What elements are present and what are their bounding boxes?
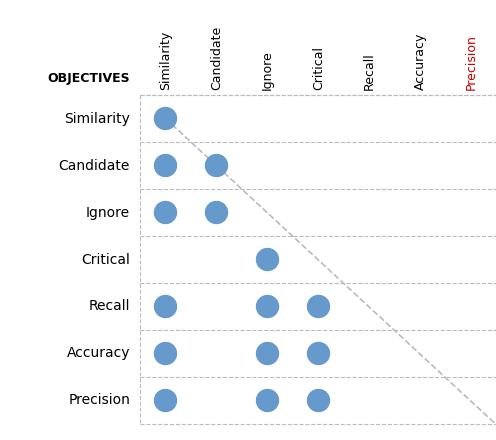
Circle shape [154, 296, 177, 318]
Text: Critical: Critical [312, 46, 325, 90]
Text: Recall: Recall [88, 300, 130, 313]
Text: Ignore: Ignore [261, 50, 274, 90]
Text: Candidate: Candidate [210, 26, 223, 90]
Circle shape [308, 389, 329, 411]
Circle shape [256, 342, 278, 364]
Text: Candidate: Candidate [59, 158, 130, 172]
Circle shape [154, 107, 177, 129]
Circle shape [308, 296, 329, 318]
Text: Recall: Recall [363, 52, 376, 90]
Text: Similarity: Similarity [159, 31, 172, 90]
Circle shape [256, 389, 278, 411]
Circle shape [256, 296, 278, 318]
Text: OBJECTIVES: OBJECTIVES [48, 72, 130, 85]
Circle shape [154, 202, 177, 224]
Circle shape [154, 154, 177, 176]
Text: Precision: Precision [68, 393, 130, 407]
Text: Accuracy: Accuracy [414, 33, 427, 90]
Text: Accuracy: Accuracy [66, 346, 130, 360]
Text: Precision: Precision [465, 34, 478, 90]
Circle shape [154, 342, 177, 364]
Text: Critical: Critical [81, 253, 130, 267]
Text: Similarity: Similarity [64, 111, 130, 125]
Circle shape [205, 154, 228, 176]
Circle shape [308, 342, 329, 364]
Text: Ignore: Ignore [86, 205, 130, 220]
Circle shape [256, 249, 278, 271]
Circle shape [205, 202, 228, 224]
Circle shape [154, 389, 177, 411]
